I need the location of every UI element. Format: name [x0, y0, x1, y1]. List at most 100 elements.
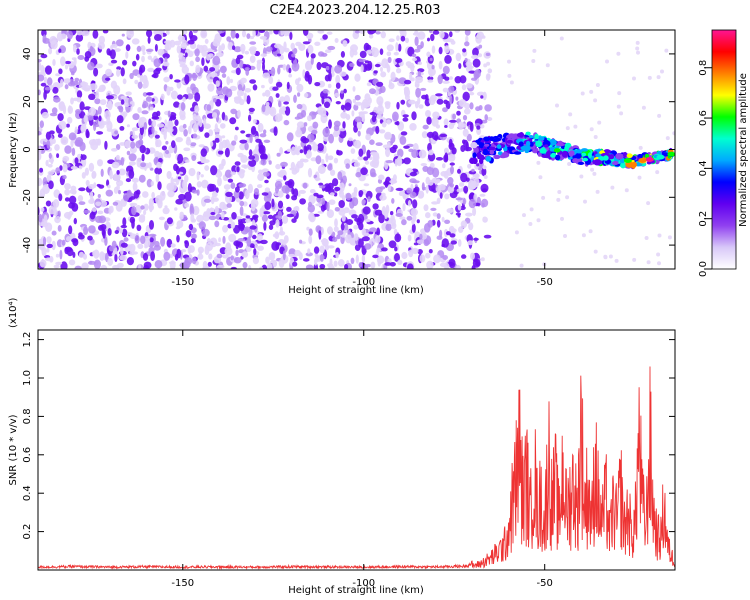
spectrogram-cell — [89, 211, 96, 220]
spectrogram-cell — [305, 61, 313, 71]
spectrogram-cell — [427, 76, 434, 81]
spectrogram-cell — [319, 245, 325, 254]
y-tick-label: 1.2 — [22, 332, 33, 348]
spectrogram-cell — [183, 30, 188, 35]
spectrogram-cell — [575, 149, 583, 154]
spectrogram-cell — [140, 205, 145, 210]
spectrogram-cell — [151, 116, 160, 120]
spectrogram-cell — [214, 220, 220, 228]
spectrogram-cell — [234, 134, 238, 142]
spectrogram-cell — [340, 222, 345, 231]
spectrogram-cell — [277, 200, 284, 209]
spectrogram-cell — [201, 49, 208, 57]
spectrogram-cell — [149, 220, 154, 230]
spectrogram-cell — [334, 218, 338, 228]
spectrogram-cell — [595, 189, 600, 194]
spectrogram-cell — [442, 80, 450, 84]
spectrogram-cell — [525, 140, 531, 147]
spectrogram-cell — [151, 191, 155, 199]
spectrogram-cell — [160, 236, 166, 247]
spectrogram-cell — [479, 154, 485, 161]
spectrogram-cell — [458, 182, 465, 187]
spectrogram-cell — [88, 162, 95, 172]
spectrogram-cell — [166, 182, 175, 192]
spectrogram-cell — [325, 65, 330, 71]
spectrogram-cell — [53, 96, 61, 103]
spectrogram-cell — [308, 228, 313, 236]
spectrogram-cell — [272, 86, 279, 91]
spectrogram-cell — [219, 135, 223, 142]
spectrogram-cell — [470, 252, 475, 260]
spectrogram-cell — [307, 248, 311, 255]
spectrogram-cell — [112, 173, 121, 182]
spectrogram-cell — [259, 36, 267, 40]
spectrogram-cell — [154, 44, 158, 52]
spectrogram-cell — [249, 35, 254, 40]
spectrogram-cell — [460, 220, 468, 229]
spectrogram-cell — [360, 64, 364, 73]
spectrogram-cell — [441, 216, 445, 223]
spectrogram-cell — [583, 199, 587, 204]
spectrogram-cell — [305, 264, 314, 269]
spectrogram-cell — [617, 154, 624, 160]
spectrogram-cell — [40, 207, 45, 212]
spectrogram-cell — [153, 58, 161, 68]
spectrogram-cell — [261, 84, 265, 89]
spectrogram-cell — [464, 30, 471, 36]
spectrogram-cell — [360, 101, 365, 111]
spectrogram-cell — [262, 211, 271, 215]
spectrogram-cell — [333, 157, 339, 164]
spectrogram-cell — [294, 116, 301, 120]
spectrogram-cell — [371, 114, 377, 123]
spectrogram-cell — [407, 64, 415, 69]
spectrogram-cell — [529, 207, 534, 212]
spectrogram-cell — [114, 130, 118, 135]
spectrogram-cell — [407, 200, 412, 207]
spectrogram-cell — [87, 115, 94, 121]
spectrogram-cell — [557, 190, 562, 194]
spectrogram-cell — [71, 238, 78, 243]
spectrogram-cell — [364, 93, 371, 102]
spectrogram-cell — [67, 105, 74, 114]
spectrogram-cell — [425, 252, 431, 259]
spectrogram-cell — [88, 93, 96, 101]
spectrogram-cell — [337, 230, 344, 236]
spectrogram-cell — [457, 121, 465, 130]
spectrogram-cell — [106, 48, 111, 56]
spectrogram-cell — [143, 265, 150, 269]
spectrogram-cell — [405, 37, 409, 44]
spectrogram-cell — [157, 123, 165, 128]
spectrogram-cell — [556, 197, 561, 202]
spectrogram-cell — [280, 161, 288, 167]
spectrogram-cell — [522, 213, 526, 218]
spectrogram-cell — [439, 229, 443, 238]
spectrogram-cell — [194, 92, 201, 102]
spectrogram-cell — [461, 84, 467, 91]
spectrogram-cell — [632, 76, 636, 81]
spectrogram-cell — [444, 54, 452, 64]
spectrogram-cell — [171, 126, 178, 136]
spectrogram-cell — [307, 115, 312, 122]
spectrogram-cell — [358, 111, 365, 115]
spectrogram-cell — [240, 43, 246, 53]
spectrogram-cell — [375, 125, 380, 135]
spectrogram-cell — [429, 94, 437, 102]
spectrogram-cell — [99, 251, 105, 261]
spectrogram-cell — [430, 207, 437, 211]
spectrogram-cell — [328, 71, 332, 82]
spectrogram-cell — [68, 81, 76, 87]
spectrogram-cell — [68, 195, 77, 205]
spectrogram-cell — [308, 194, 316, 205]
spectrogram-cell — [97, 106, 102, 115]
spectrogram-cell — [138, 119, 144, 128]
spectrogram-cell — [461, 254, 467, 259]
y-tick-label: -40 — [22, 237, 33, 253]
spectrogram-cell — [194, 48, 200, 57]
spectrogram-cell — [398, 191, 404, 196]
spectrogram-cell — [100, 168, 104, 177]
spectrogram-cell — [292, 261, 298, 267]
spectrogram-cell — [577, 161, 585, 165]
spectrogram-cell — [226, 36, 232, 42]
spectrogram-cell — [88, 225, 96, 234]
spectrogram-cell — [265, 46, 273, 52]
